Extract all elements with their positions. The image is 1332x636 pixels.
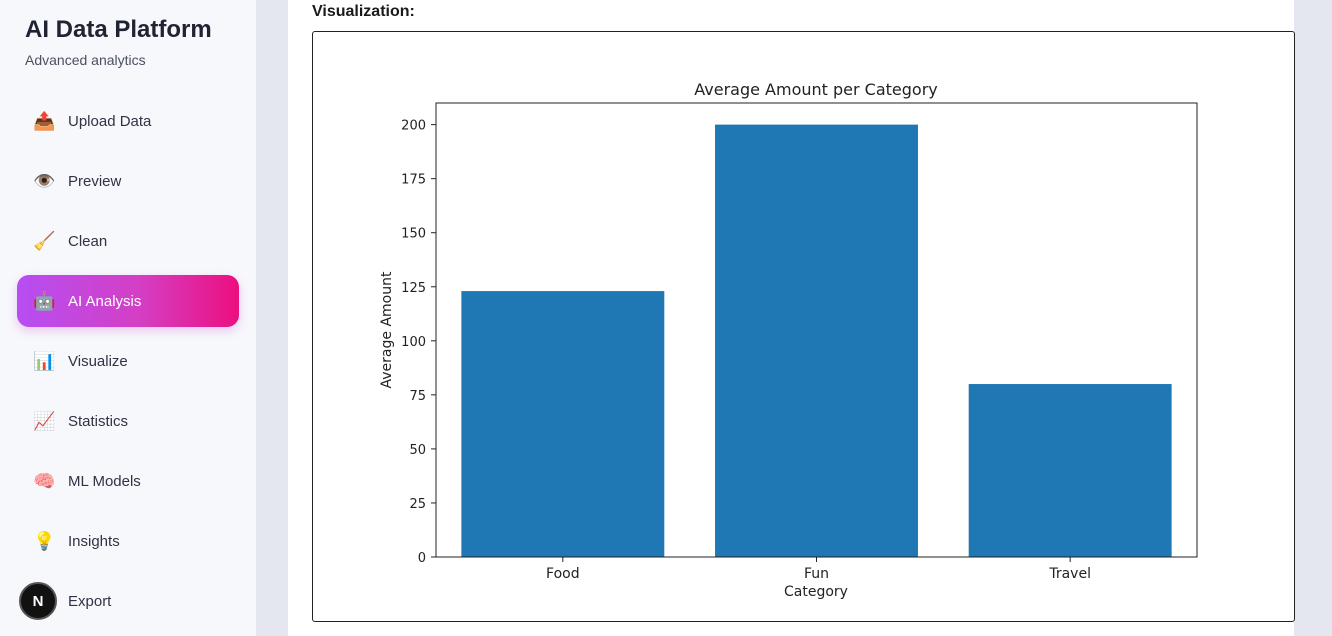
x-tick-label: Food (546, 566, 580, 582)
sidebar-item-label: Insights (68, 532, 120, 550)
robot-icon: 🤖 (33, 291, 56, 311)
sidebar-item-label: Export (68, 592, 112, 610)
outbox-tray-icon: 📤 (33, 111, 56, 131)
sidebar-item-ml-models[interactable]: 🧠 ML Models (17, 455, 239, 507)
sidebar-item-label: ML Models (68, 472, 141, 490)
sidebar-item-ai-analysis[interactable]: 🤖 AI Analysis (17, 275, 239, 327)
main-content: Visualization: Average Amount per Catego… (288, 0, 1295, 636)
brain-icon: 🧠 (33, 471, 56, 491)
sidebar-item-export[interactable]: Export (17, 575, 239, 627)
bar-chart-icon: 📊 (33, 351, 56, 371)
sidebar-item-label: Clean (68, 232, 108, 250)
y-axis-label: Average Amount (379, 271, 395, 388)
app-subtitle: Advanced analytics (25, 52, 146, 68)
broom-icon: 🧹 (33, 231, 56, 251)
sidebar-item-label: AI Analysis (68, 292, 142, 310)
y-tick-label: 50 (409, 443, 426, 458)
y-tick-label: 75 (409, 389, 426, 404)
x-tick-label: Fun (804, 566, 829, 582)
chart-title: Average Amount per Category (694, 80, 938, 99)
sidebar-item-label: Visualize (68, 352, 128, 370)
sidebar-item-preview[interactable]: 👁️ Preview (17, 155, 239, 207)
sidebar-item-label: Preview (68, 172, 122, 190)
y-tick-label: 150 (401, 227, 426, 242)
y-tick-label: 100 (401, 335, 426, 350)
y-tick-label: 25 (409, 497, 426, 512)
plot-frame (435, 102, 1198, 558)
sidebar-item-label: Upload Data (68, 112, 152, 130)
dev-tools-badge[interactable]: N (19, 582, 57, 620)
sidebar: AI Data Platform Advanced analytics 📤 Up… (0, 0, 256, 636)
app-title: AI Data Platform (25, 16, 212, 43)
light-bulb-icon: 💡 (33, 531, 56, 551)
y-tick-label: 200 (401, 119, 426, 134)
bar-fun (715, 124, 918, 557)
sidebar-item-visualize[interactable]: 📊 Visualize (17, 335, 239, 387)
sidebar-item-label: Statistics (68, 412, 129, 430)
y-tick-label: 0 (418, 551, 426, 566)
bar-chart: Average Amount per Category Category Ave… (379, 80, 1198, 600)
y-tick-label: 125 (401, 281, 426, 296)
line-chart-icon: 📈 (33, 411, 56, 431)
sidebar-item-statistics[interactable]: 📈 Statistics (17, 395, 239, 447)
y-tick-label: 175 (401, 173, 426, 188)
section-title: Visualization: (312, 3, 415, 20)
x-tick-label: Travel (1048, 566, 1091, 582)
bar-food (461, 291, 665, 557)
x-axis-label: Category (784, 584, 848, 600)
bar-travel (968, 384, 1172, 557)
sidebar-item-upload-data[interactable]: 📤 Upload Data (17, 95, 239, 147)
eye-icon: 👁️ (33, 171, 56, 191)
sidebar-item-insights[interactable]: 💡 Insights (17, 515, 239, 567)
sidebar-item-clean[interactable]: 🧹 Clean (17, 215, 239, 267)
chart-container: Average Amount per Category Category Ave… (312, 31, 1295, 622)
